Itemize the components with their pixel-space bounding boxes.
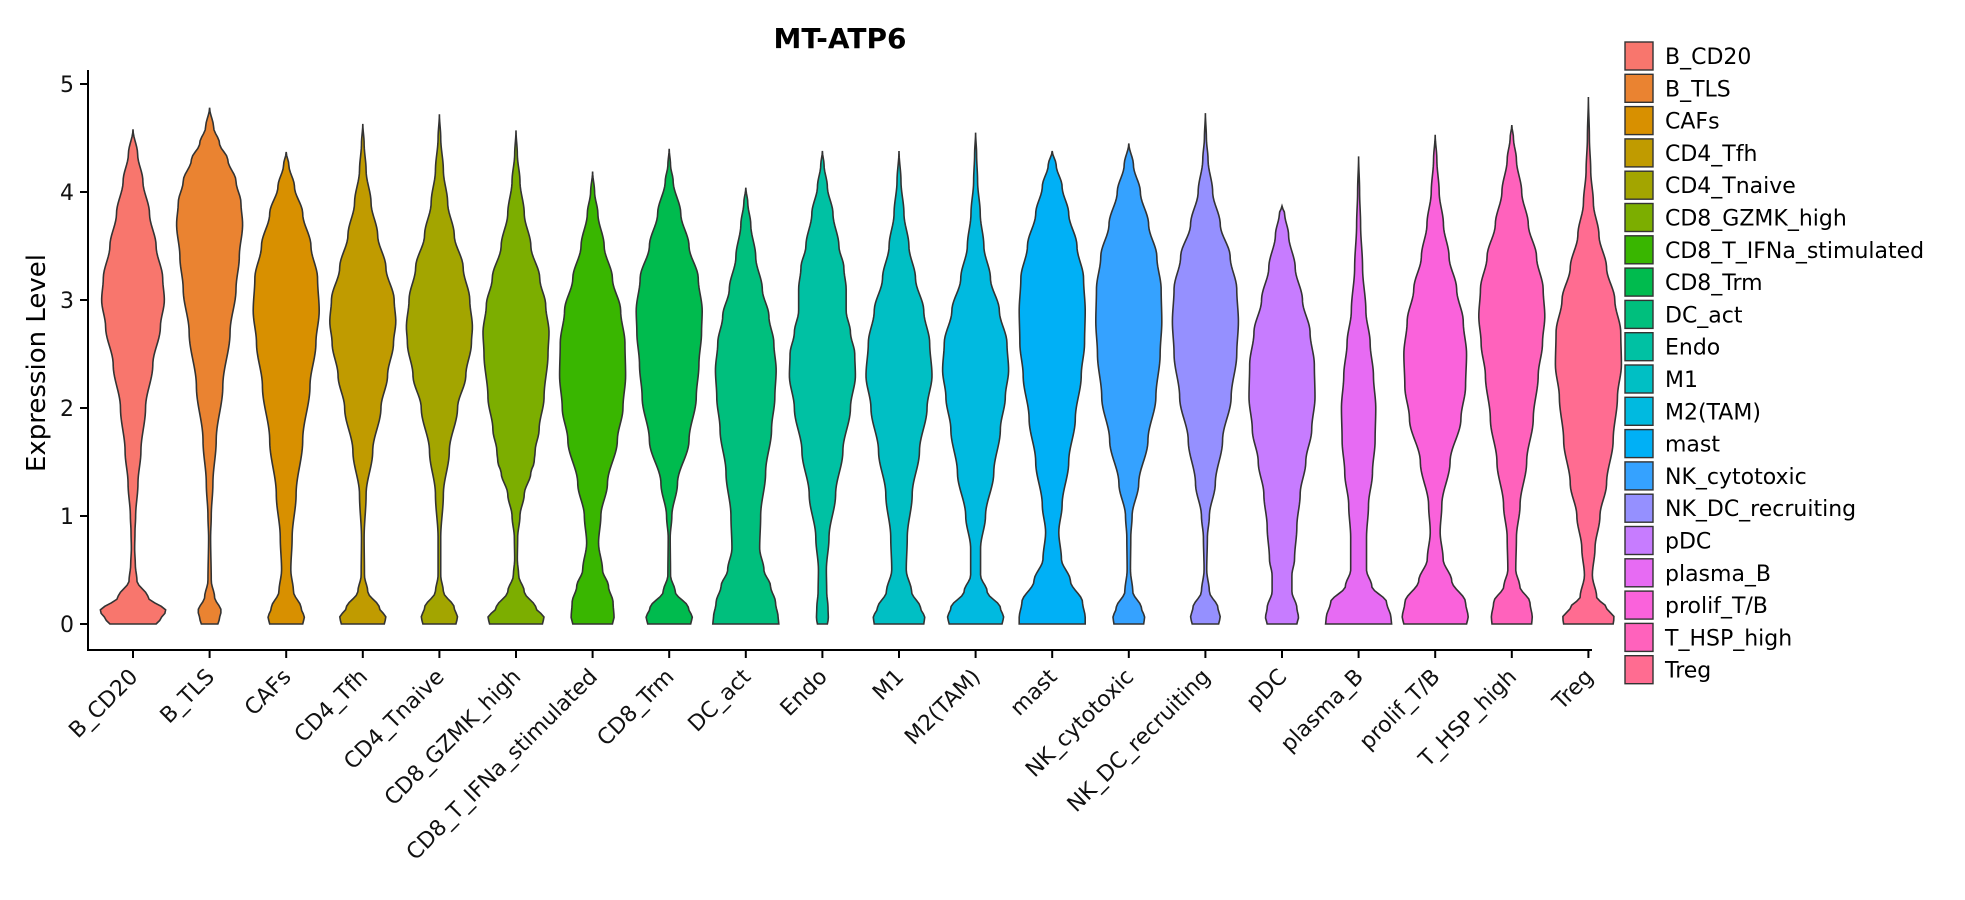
legend-label: B_TLS — [1665, 77, 1731, 102]
x-tick-label: Treg — [1548, 665, 1599, 716]
legend-label: NK_DC_recruiting — [1665, 497, 1856, 522]
legend-key — [1624, 73, 1654, 104]
legend-key — [1624, 267, 1654, 297]
violin-T_HSP_high — [1478, 124, 1546, 625]
legend-label: CD4_Tfh — [1665, 142, 1757, 167]
legend-key — [1624, 461, 1654, 491]
y-tick-label: 3 — [60, 289, 74, 314]
legend-label: prolif_T/B — [1665, 594, 1768, 619]
violin-group — [99, 96, 1623, 625]
violin-M1 — [865, 150, 933, 625]
violin-Treg — [1554, 96, 1623, 625]
violin-CD8_Trm — [635, 148, 704, 625]
y-axis-label: Expression Level — [22, 254, 52, 472]
chart-title: MT-ATP6 — [773, 22, 906, 55]
legend-key — [1624, 138, 1654, 168]
x-tick-label: M2(TAM) — [900, 665, 985, 750]
legend-key — [1624, 590, 1654, 620]
x-tick-label: M1 — [868, 665, 909, 706]
legend-key — [1624, 202, 1654, 233]
y-tick-label: 5 — [60, 73, 74, 98]
legend-key — [1624, 525, 1654, 556]
y-ticks: 0 1 2 3 4 5 — [60, 73, 88, 638]
legend-label: M1 — [1665, 368, 1698, 393]
legend-key — [1624, 332, 1654, 362]
violin-B_TLS — [175, 107, 244, 625]
x-tick-label: plasma_B — [1276, 665, 1369, 758]
axes — [87, 70, 1592, 651]
legend-key — [1624, 299, 1654, 330]
y-tick-label: 4 — [60, 181, 74, 206]
legend-label: Endo — [1665, 336, 1720, 361]
legend-label: T_HSP_high — [1664, 626, 1792, 651]
legend-key — [1624, 364, 1654, 394]
legend-key — [1624, 396, 1654, 426]
x-tick-label: NK_DC_recruiting — [1063, 665, 1216, 818]
violin-DC_act — [711, 187, 780, 625]
x-tick-label: CD8_Trm — [593, 665, 680, 752]
violin-plasma_B — [1324, 156, 1393, 625]
legend-key — [1624, 105, 1654, 136]
legend-key — [1624, 655, 1654, 685]
legend-label: DC_act — [1665, 303, 1743, 328]
x-ticks: B_CD20 B_TLS CAFsCD4_TfhCD4_TnaiveCD8_GZMK… — [64, 650, 1599, 865]
violin-mast — [1018, 150, 1087, 625]
violin-Endo — [788, 150, 857, 625]
legend-label: pDC — [1665, 530, 1711, 555]
x-tick-label: CD8_GZMK_high — [380, 665, 526, 811]
legend-key — [1624, 170, 1654, 200]
legend-key — [1624, 41, 1654, 71]
legend-label: NK_cytotoxic — [1665, 465, 1807, 490]
y-tick-label: 1 — [60, 505, 74, 530]
violin-NK_DC_recruiting — [1171, 113, 1240, 625]
violin-NK_cytotoxic — [1094, 143, 1163, 625]
violin-M2(TAM) — [941, 132, 1010, 625]
x-tick-label: B_TLS — [156, 665, 220, 729]
y-tick-label: 0 — [60, 613, 74, 638]
y-tick-label: 2 — [60, 397, 74, 422]
legend-label: CD8_Trm — [1665, 271, 1763, 296]
legend-label: mast — [1665, 433, 1720, 458]
legend-label: B_CD20 — [1665, 45, 1751, 70]
x-tick-label: B_CD20 — [64, 665, 143, 744]
legend-label: CD8_T_IFNa_stimulated — [1665, 239, 1924, 264]
legend-label: plasma_B — [1665, 562, 1771, 587]
violin-CD4_Tfh — [329, 123, 397, 625]
violin-CD4_Tnaive — [405, 114, 474, 625]
legend: B_CD20 B_TLS CAFs CD4_Tfh CD4_Tnaive CD8_GZMK… — [1624, 41, 1924, 685]
legend-key — [1624, 493, 1654, 523]
x-tick-label: DC_act — [684, 664, 757, 737]
violin-CAFs — [252, 151, 321, 625]
legend-key — [1624, 235, 1654, 265]
violin-CD8_T_IFNa_stimulated — [558, 171, 627, 625]
legend-key — [1624, 428, 1654, 459]
violin-prolif_T/B — [1401, 134, 1470, 625]
legend-label: M2(TAM) — [1665, 400, 1761, 425]
legend-label: CD8_GZMK_high — [1665, 207, 1847, 232]
violin-pDC — [1248, 203, 1316, 625]
legend-key — [1624, 622, 1654, 653]
legend-label: Treg — [1664, 659, 1711, 684]
x-tick-label: pDC — [1242, 665, 1292, 715]
x-tick-label: CAFs — [240, 665, 296, 721]
legend-key — [1624, 558, 1654, 588]
legend-label: CD4_Tnaive — [1665, 174, 1796, 199]
violin-B_CD20 — [99, 129, 167, 625]
x-tick-label: Endo — [776, 665, 833, 722]
legend-label: CAFs — [1665, 110, 1720, 135]
violin-CD8_GZMK_high — [482, 130, 550, 625]
x-tick-label: mast — [1006, 664, 1063, 721]
